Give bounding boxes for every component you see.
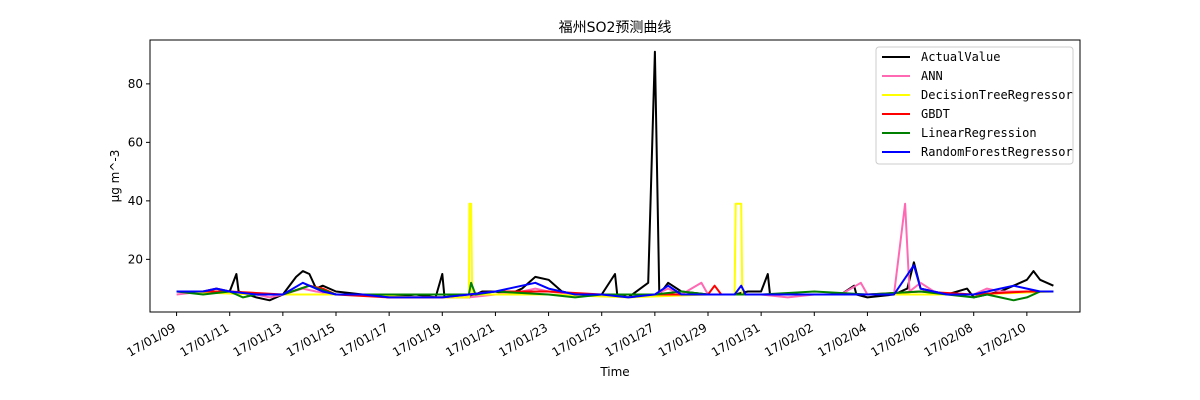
plot-frame [149,39,1081,313]
legend: ActualValue ANN DecisionTreeRegressor GBDT L… [875,46,1074,165]
y-tick-label: 60 [128,135,143,149]
y-tick-label: 20 [128,252,143,266]
y-axis-title: μg m^-3 [108,150,122,203]
y-axis-ticks: 20 40 60 80 [128,77,150,266]
x-axis-title: Time [599,365,629,379]
legend-label: ANN [921,69,943,83]
legend-label: LinearRegression [921,126,1037,140]
legend-label: ActualValue [921,50,1000,64]
series-lines [176,50,1054,302]
series-line-actualvalue [176,50,1054,302]
legend-label: GBDT [921,107,950,121]
legend-box [875,46,1074,165]
y-tick-label: 80 [128,77,143,91]
legend-label: DecisionTreeRegressor [921,88,1073,102]
y-tick-label: 40 [128,194,143,208]
chart-title: 福州SO2预测曲线 [559,20,672,36]
series-line-randomforestregressor [176,264,1054,299]
legend-label: RandomForestRegressor [921,145,1073,159]
